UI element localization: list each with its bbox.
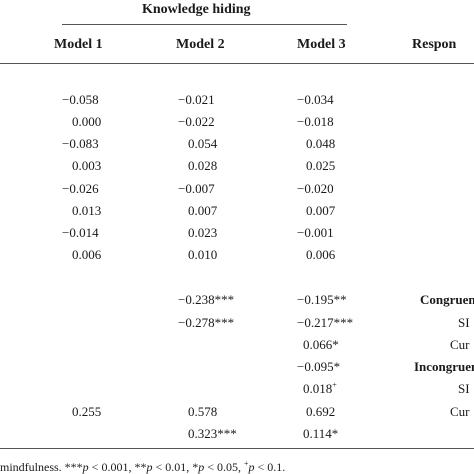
table-cell: Incongruen — [414, 359, 474, 374]
table-cell: 0.018+ — [303, 380, 337, 396]
column-header-model-1: Model 1 — [54, 37, 103, 52]
table-cell: 0.006 — [306, 247, 336, 262]
table-cell: −0.217*** — [297, 315, 354, 330]
table-cell: 0.692 — [306, 404, 336, 419]
table-cell: 0.007 — [188, 203, 218, 218]
table-cell: 0.323*** — [188, 426, 237, 441]
group-rule — [62, 24, 347, 25]
column-header-response: Respon — [412, 37, 457, 52]
column-header-model-2: Model 2 — [176, 37, 225, 52]
table-cell: Cur — [450, 404, 470, 419]
table-bottom-rule — [0, 448, 474, 449]
table-cell: −0.278*** — [178, 315, 235, 330]
table-cell: −0.018 — [297, 114, 334, 129]
table-cell: −0.095* — [297, 359, 341, 374]
table-cell: Cur — [450, 337, 470, 352]
table-cell: −0.022 — [178, 114, 215, 129]
column-header-model-3: Model 3 — [297, 37, 346, 52]
table-cell: 0.066* — [303, 337, 339, 352]
table-cell: −0.034 — [297, 92, 334, 107]
table-cell: Congruen — [420, 292, 474, 307]
table-cell: −0.001 — [297, 225, 334, 240]
table-cell: 0.013 — [72, 203, 102, 218]
table-cell: 0.023 — [188, 225, 218, 240]
table-cell: −0.020 — [297, 181, 334, 196]
table-cell: −0.083 — [62, 136, 99, 151]
table-cell: 0.048 — [306, 136, 336, 151]
header-bottom-rule — [0, 63, 474, 64]
table-cell: SI — [458, 381, 470, 396]
table-cell: 0.114* — [303, 426, 339, 441]
group-title: Knowledge hiding — [142, 2, 251, 17]
table-cell: 0.054 — [188, 136, 218, 151]
table-cell: 0.006 — [72, 247, 102, 262]
table-cell: 0.000 — [72, 114, 102, 129]
table-cell: 0.025 — [306, 158, 336, 173]
table-cell: 0.003 — [72, 158, 102, 173]
table-cell: −0.014 — [62, 225, 99, 240]
table-cell: −0.026 — [62, 181, 99, 196]
table-cell: −0.021 — [178, 92, 215, 107]
table-cell: −0.238*** — [178, 292, 235, 307]
table-cell: −0.007 — [178, 181, 215, 196]
table-cell: −0.195** — [297, 292, 347, 307]
table-cell: 0.578 — [188, 404, 218, 419]
table-cell: 0.028 — [188, 158, 218, 173]
table-cell: −0.058 — [62, 92, 99, 107]
table-cell: 0.007 — [306, 203, 336, 218]
table-cell: SI — [458, 315, 470, 330]
table-footnote: mindfulness. ***p < 0.001, **p < 0.01, *… — [0, 459, 286, 474]
table-cell: 0.255 — [72, 404, 102, 419]
table-cell: 0.010 — [188, 247, 218, 262]
